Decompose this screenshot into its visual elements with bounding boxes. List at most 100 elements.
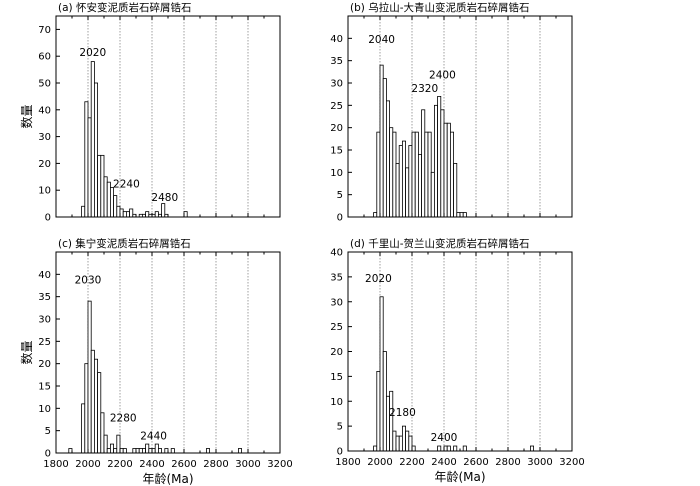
panel-a-ytick-label-0: 0 — [45, 213, 51, 224]
panel-b-ytick-label-15: 15 — [330, 146, 343, 157]
panel-d-ytick-label-25: 25 — [330, 322, 343, 333]
panel-c-xlabel: 年龄(Ma) — [142, 472, 193, 486]
panel-b-bar-2460 — [453, 162, 458, 218]
panel-a-x-axis — [55, 16, 281, 217]
panel-c-xtick-label-1800: 1800 — [43, 459, 68, 470]
panel-a-title: (a) 怀安变泥质岩石碎屑锆石 — [58, 1, 191, 14]
panel-c-ytick-label-25: 25 — [38, 337, 51, 348]
panel-d-xtick-label-2000: 2000 — [367, 457, 392, 468]
panel-c-bar-1980 — [84, 363, 89, 454]
panel-a-bar-2220 — [122, 211, 127, 218]
panel-d-peak-label-2: 2400 — [431, 432, 458, 444]
panel-c-ytick-label-10: 10 — [38, 404, 51, 415]
panel-c-xtick-label-2000: 2000 — [75, 459, 100, 470]
panel-b-ytick-label-20: 20 — [330, 123, 343, 134]
panel-c-ytick-label-0: 0 — [45, 449, 51, 460]
panel-d-ytick-label-40: 40 — [330, 248, 343, 259]
panel-d-y-axis: 0 5 10 15 20 25 30 35 40 — [330, 248, 352, 458]
panel-b-bar-1960 — [373, 212, 378, 218]
panel-c-xtick-label-2800: 2800 — [203, 459, 228, 470]
panel-d-bars — [373, 296, 535, 452]
panel-a-ytick-label-40: 40 — [38, 105, 51, 116]
panel-b-peak-label-1: 2320 — [411, 83, 438, 95]
panel-a-grid — [87, 16, 249, 217]
panel-d-ytick-label-35: 35 — [330, 272, 343, 283]
panel-a-peak-label-2: 2480 — [151, 192, 178, 204]
panel-a-ytick-label-70: 70 — [38, 25, 51, 36]
panel-c-bar-2360 — [145, 443, 150, 454]
panel-d-ytick-label-15: 15 — [330, 372, 343, 383]
panel-d-bar-2120 — [398, 435, 403, 452]
panel-b-bar-2100 — [395, 162, 400, 218]
panel-d-bar-2160 — [405, 430, 410, 452]
panel-a-bar-2360 — [145, 211, 150, 218]
panel-d-peak-label-0: 2020 — [365, 273, 392, 285]
panel-b-bar-2140 — [401, 140, 406, 218]
panel-b-bar-2120 — [398, 145, 403, 218]
panel-a-bar-2100 — [103, 176, 108, 218]
panel-b-bar-2060 — [389, 127, 394, 218]
panel-d-ytick-label-30: 30 — [330, 297, 343, 308]
panel-b-bar-2200 — [411, 131, 416, 218]
panel-c-xtick-label-3000: 3000 — [235, 459, 260, 470]
panel-c-ytick-label-15: 15 — [38, 382, 51, 393]
panel-a-annotations: 2020 2240 2480 — [79, 47, 178, 204]
panel-a-ylabel: 数量 — [19, 104, 34, 128]
panel-a-bar-2260 — [129, 208, 134, 218]
panel-d-xtick-label-2600: 2600 — [463, 457, 488, 468]
panel-d-bar-2020 — [382, 351, 387, 452]
panel-a-y-axis: 0 10 20 30 40 50 60 70 — [38, 25, 60, 224]
panel-d-ytick-label-5: 5 — [337, 422, 343, 433]
panel-a-bar-2140 — [110, 187, 115, 218]
panel-a-bar-2040 — [94, 82, 99, 218]
panel-c-bar-2160 — [113, 448, 118, 454]
panel-d-peak-label-1: 2180 — [389, 407, 416, 419]
panel-c-bar-2020 — [90, 349, 95, 454]
panel-c-xtick-label-2400: 2400 — [139, 459, 164, 470]
panel-d-bar-2060 — [389, 390, 394, 452]
panel-d-xtick-label-3200: 3200 — [559, 457, 584, 468]
panel-b-ytick-label-0: 0 — [337, 213, 343, 224]
panel-b-bar-2280 — [424, 131, 429, 218]
panel-a-bar-2080 — [100, 154, 105, 218]
panel-a-bar-2060 — [97, 154, 102, 218]
panel-c-xtick-label-3200: 3200 — [267, 459, 292, 470]
panel-a-bar-1960 — [81, 205, 86, 218]
panel-b-ytick-label-25: 25 — [330, 101, 343, 112]
panel-b-bar-2040 — [385, 100, 390, 218]
panel-d-bar-2360 — [437, 445, 442, 452]
panel-a-bar-2000 — [87, 117, 92, 218]
panel-c-ytick-label-35: 35 — [38, 292, 51, 303]
panel-a-peak-label-1: 2240 — [113, 179, 140, 191]
panel-b-ytick-label-10: 10 — [330, 168, 343, 179]
panel-b-ytick-label-30: 30 — [330, 79, 343, 90]
panel-b-bar-2020 — [382, 78, 387, 218]
panel-b-bar-2240 — [417, 154, 422, 218]
panel-c-bar-2940 — [237, 448, 242, 454]
panel-a-bar-2460 — [161, 203, 166, 218]
panel-a-ytick-label-10: 10 — [38, 186, 51, 197]
panel-d-xtick-label-1800: 1800 — [335, 457, 360, 468]
panel-b: (b) 乌拉山-大青山变泥质岩石碎屑锆石 0 5 10 15 20 25 30 35 40 20… — [330, 1, 573, 224]
panel-b-bar-2300 — [427, 131, 432, 218]
panel-b-bar-1980 — [376, 131, 381, 218]
panel-b-x-axis — [347, 16, 573, 217]
panel-b-bars — [373, 64, 467, 218]
panel-c-ytick-label-20: 20 — [38, 359, 51, 370]
panel-d-bar-2040 — [385, 395, 390, 452]
panel-b-bar-2320 — [430, 171, 435, 218]
panel-c-xtick-label-2600: 2600 — [171, 459, 196, 470]
panel-c-ytick-label-30: 30 — [38, 315, 51, 326]
panel-c-bar-2220 — [122, 448, 127, 454]
panel-d-ytick-label-10: 10 — [330, 397, 343, 408]
panel-b-bar-2360 — [437, 96, 442, 218]
panel-c-ytick-label-5: 5 — [45, 426, 51, 437]
panel-b-bar-2400 — [443, 122, 448, 218]
panel-c-ytick-label-40: 40 — [38, 270, 51, 281]
panel-a-ytick-label-20: 20 — [38, 159, 51, 170]
panel-a-peak-label-0: 2020 — [79, 47, 106, 59]
panel-c-title: (c) 集宁变泥质岩石碎屑锆石 — [58, 237, 191, 250]
panel-d: (d) 千里山-贺兰山变泥质岩石碎屑锆石 年龄(Ma) 0 5 10 15 20 25 30… — [330, 237, 584, 484]
panel-b-bar-2340 — [433, 104, 438, 218]
